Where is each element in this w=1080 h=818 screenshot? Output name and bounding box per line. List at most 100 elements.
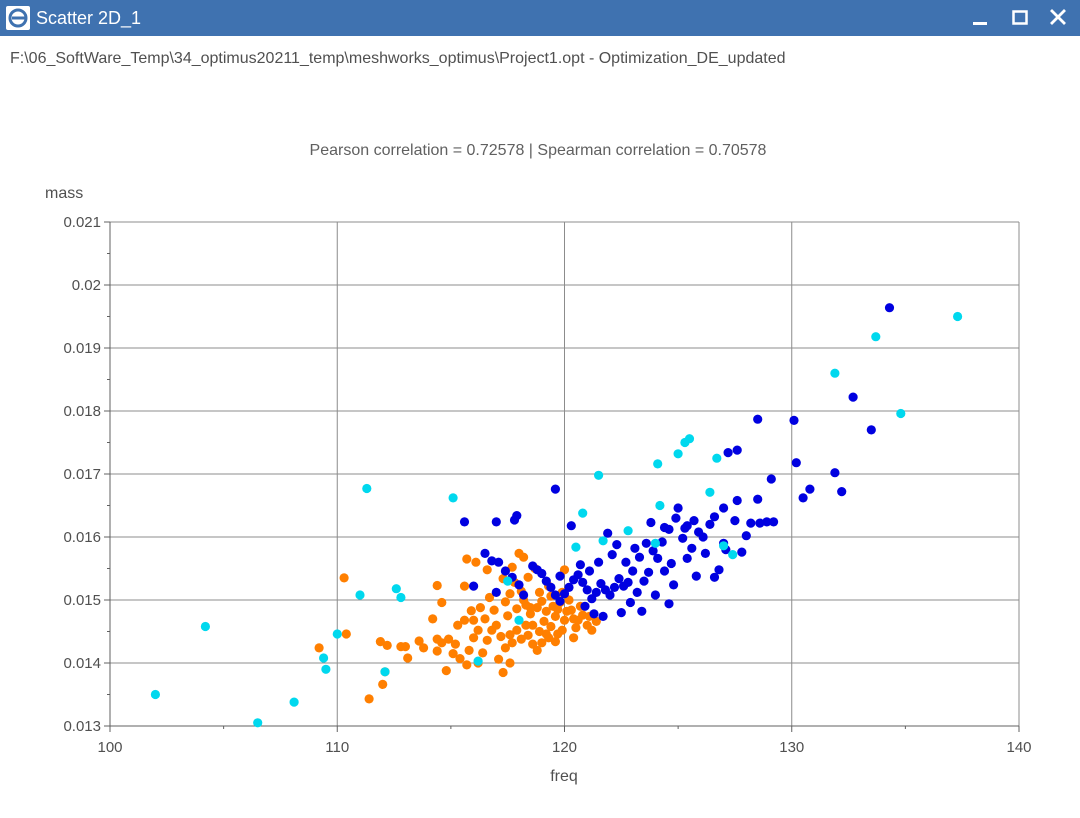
close-button[interactable] (1044, 6, 1072, 30)
window-title: Scatter 2D_1 (36, 8, 142, 28)
scatter-point (673, 503, 683, 513)
scatter-plot-svg[interactable]: Pearson correlation = 0.72578 | Spearman… (0, 120, 1080, 818)
scatter-point (746, 518, 756, 528)
scatter-point (848, 392, 858, 402)
scatter-point (837, 487, 847, 497)
scatter-point (791, 458, 801, 468)
maximize-button[interactable] (1006, 6, 1034, 30)
scatter-point (500, 566, 510, 576)
scatter-point (437, 638, 447, 648)
scatter-point (482, 635, 492, 645)
scatter-point (319, 653, 329, 663)
scatter-point (396, 592, 406, 603)
scatter-chart[interactable]: Pearson correlation = 0.72578 | Spearman… (0, 120, 1080, 818)
scatter-point (444, 634, 454, 644)
scatter-point (571, 623, 581, 633)
scatter-point (655, 500, 665, 511)
scatter-point (737, 547, 747, 557)
scatter-point (594, 470, 604, 480)
scatter-point (753, 414, 763, 424)
scatter-point (678, 533, 688, 543)
scatter-point (432, 580, 442, 591)
scatter-point (491, 517, 501, 527)
scatter-point (532, 603, 542, 613)
scatter-point (441, 666, 451, 676)
scatter-point (541, 606, 551, 616)
scatter-point (719, 541, 729, 551)
scatter-point (689, 516, 699, 526)
scatter-point (650, 590, 661, 600)
scatter-point (450, 639, 460, 649)
scatter-point (503, 576, 513, 586)
scatter-point (623, 526, 633, 536)
scatter-point (789, 415, 799, 425)
scatter-point (341, 629, 351, 639)
scatter-point (469, 581, 479, 591)
minimize-button[interactable] (966, 6, 994, 30)
scatter-point (428, 614, 438, 624)
scatter-point (339, 573, 349, 583)
scatter-point (603, 528, 613, 538)
scatter-point (769, 517, 779, 527)
scatter-point (659, 566, 670, 576)
x-tick-label: 130 (779, 739, 804, 756)
scatter-point (473, 625, 483, 635)
scatter-point (482, 565, 492, 575)
scatter-point (500, 597, 510, 607)
scatter-point (753, 494, 763, 504)
scatter-point (400, 642, 410, 652)
scatter-point (512, 625, 522, 635)
scatter-point (459, 581, 470, 591)
scatter-point (628, 566, 638, 576)
scatter-point (514, 580, 524, 590)
y-tick-label: 0.016 (63, 529, 101, 546)
scatter-point (453, 620, 463, 630)
scatter-point (550, 611, 561, 622)
scatter-point (866, 425, 876, 435)
scatter-point (512, 510, 522, 521)
scatter-point (462, 554, 472, 564)
scatter-point (607, 550, 617, 560)
scatter-point (534, 587, 545, 598)
y-axis-label: mass (45, 185, 83, 202)
scatter-point (507, 562, 517, 572)
y-tick-label: 0.019 (63, 340, 101, 357)
scatter-point (519, 590, 529, 600)
scatter-point (682, 521, 692, 531)
scatter-point (469, 615, 479, 625)
scatter-point (634, 552, 645, 562)
scatter-point (546, 621, 556, 632)
scatter-point (732, 445, 742, 455)
scatter-point (712, 453, 722, 463)
scatter-point (598, 611, 608, 622)
scatter-point (896, 408, 906, 419)
scatter-point (653, 553, 663, 564)
scatter-point (805, 484, 815, 494)
scatter-point (557, 625, 567, 635)
scatter-point (596, 579, 606, 589)
x-tick-label: 140 (1006, 739, 1031, 756)
scatter-point (505, 658, 515, 668)
title-bar[interactable]: Scatter 2D_1 (0, 0, 1080, 36)
scatter-point (580, 601, 590, 611)
scatter-point (484, 592, 495, 603)
scatter-point (419, 643, 429, 653)
scatter-point (755, 518, 765, 528)
scatter-point (641, 538, 651, 548)
maximize-icon (1012, 10, 1028, 25)
scatter-point (871, 332, 881, 342)
scatter-point (500, 643, 510, 653)
scatter-point (364, 694, 374, 704)
scatter-point (578, 610, 588, 620)
scatter-point (571, 542, 581, 552)
scatter-point (714, 565, 724, 575)
scatter-point (646, 517, 656, 528)
scatter-point (469, 633, 479, 643)
scatter-point (448, 493, 458, 503)
scatter-point (464, 645, 474, 656)
scatter-point (569, 575, 579, 585)
scatter-point (253, 718, 263, 728)
scatter-point (391, 584, 401, 594)
scatter-point (494, 654, 504, 664)
scatter-point (491, 620, 501, 630)
